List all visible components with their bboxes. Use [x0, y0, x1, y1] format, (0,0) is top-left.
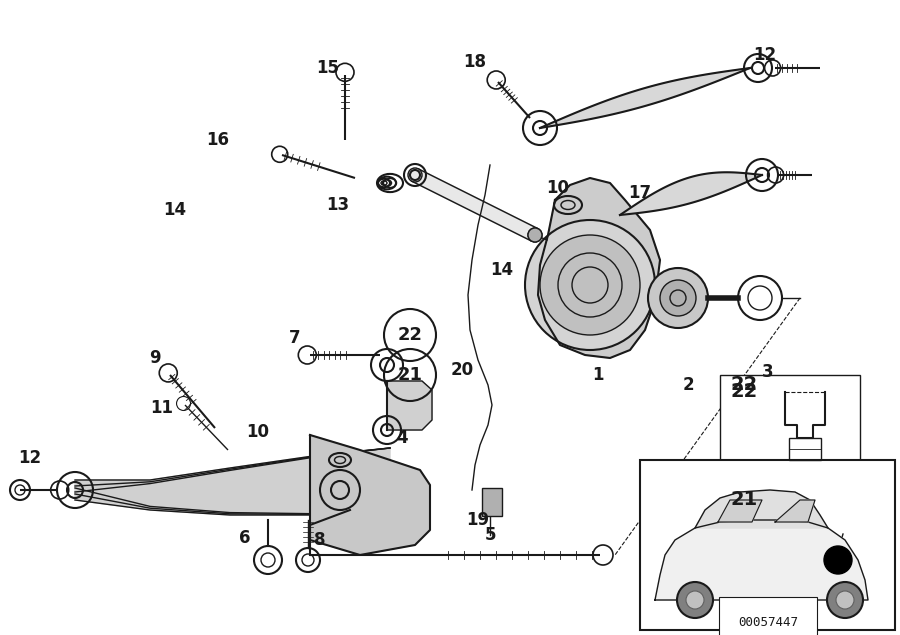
Text: 17: 17: [628, 184, 652, 202]
Text: 14: 14: [491, 261, 514, 279]
Bar: [789, 438, 821, 460]
Polygon shape: [538, 178, 660, 358]
Text: 4: 4: [396, 429, 408, 447]
Polygon shape: [75, 448, 390, 515]
Text: 21: 21: [730, 497, 757, 516]
Polygon shape: [540, 68, 750, 128]
Text: 10: 10: [247, 423, 269, 441]
Bar: [640, 460, 895, 630]
Text: 10: 10: [546, 179, 570, 197]
Text: 9: 9: [149, 349, 161, 367]
Polygon shape: [718, 500, 762, 522]
Circle shape: [408, 168, 422, 182]
Text: 12: 12: [753, 46, 777, 64]
Circle shape: [648, 268, 708, 328]
Text: 8: 8: [314, 531, 326, 549]
Text: 21: 21: [398, 366, 422, 384]
Polygon shape: [775, 500, 815, 522]
Circle shape: [824, 546, 852, 574]
Circle shape: [763, 530, 778, 546]
Polygon shape: [695, 490, 828, 528]
Text: 00057447: 00057447: [738, 615, 798, 629]
Text: 11: 11: [150, 399, 174, 417]
Text: 7: 7: [289, 329, 301, 347]
Text: 15: 15: [317, 59, 339, 77]
Text: 13: 13: [327, 196, 349, 214]
Polygon shape: [387, 381, 432, 430]
Text: 3: 3: [762, 363, 774, 381]
Text: 22: 22: [730, 375, 757, 394]
Circle shape: [677, 582, 713, 618]
Text: 1: 1: [592, 366, 604, 384]
Circle shape: [811, 530, 827, 546]
Text: 18: 18: [464, 53, 487, 71]
Circle shape: [525, 220, 655, 350]
Circle shape: [787, 572, 803, 588]
Text: 19: 19: [466, 511, 490, 529]
Text: 6: 6: [239, 529, 251, 547]
Polygon shape: [620, 172, 762, 215]
Bar: [720, 375, 860, 485]
Text: 22: 22: [730, 382, 757, 401]
Text: 16: 16: [206, 131, 230, 149]
Circle shape: [789, 546, 801, 558]
Circle shape: [540, 235, 640, 335]
Circle shape: [528, 228, 542, 242]
Circle shape: [686, 591, 704, 609]
Bar: [482, 488, 502, 516]
Text: 20: 20: [450, 361, 473, 379]
Polygon shape: [412, 169, 538, 241]
Text: 22: 22: [398, 326, 422, 344]
Text: 2: 2: [682, 376, 694, 394]
Circle shape: [836, 591, 854, 609]
Circle shape: [528, 228, 542, 242]
Bar: [720, 490, 860, 605]
Polygon shape: [310, 435, 430, 555]
Text: 21: 21: [730, 490, 757, 509]
Text: 14: 14: [164, 201, 186, 219]
Text: 5: 5: [484, 526, 496, 544]
Polygon shape: [655, 520, 868, 600]
Text: 12: 12: [18, 449, 41, 467]
Circle shape: [827, 582, 863, 618]
Circle shape: [660, 280, 696, 316]
